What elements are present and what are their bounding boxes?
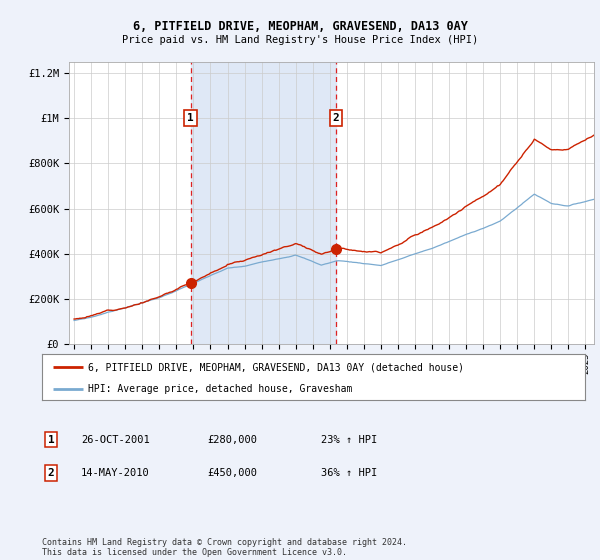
Text: 23% ↑ HPI: 23% ↑ HPI	[321, 435, 377, 445]
Bar	[191, 62, 336, 344]
Text: 6, PITFIELD DRIVE, MEOPHAM, GRAVESEND, DA13 0AY (detached house): 6, PITFIELD DRIVE, MEOPHAM, GRAVESEND, D…	[88, 362, 464, 372]
Text: 1: 1	[47, 435, 55, 445]
Text: £280,000: £280,000	[207, 435, 257, 445]
Text: 1: 1	[187, 113, 194, 123]
Text: 26-OCT-2001: 26-OCT-2001	[81, 435, 150, 445]
Text: 6, PITFIELD DRIVE, MEOPHAM, GRAVESEND, DA13 0AY: 6, PITFIELD DRIVE, MEOPHAM, GRAVESEND, D…	[133, 20, 467, 32]
Text: 36% ↑ HPI: 36% ↑ HPI	[321, 468, 377, 478]
Text: £450,000: £450,000	[207, 468, 257, 478]
Text: 2: 2	[333, 113, 340, 123]
Text: HPI: Average price, detached house, Gravesham: HPI: Average price, detached house, Grav…	[88, 384, 353, 394]
Text: Price paid vs. HM Land Registry's House Price Index (HPI): Price paid vs. HM Land Registry's House …	[122, 35, 478, 45]
Text: 2: 2	[47, 468, 55, 478]
Text: Contains HM Land Registry data © Crown copyright and database right 2024.
This d: Contains HM Land Registry data © Crown c…	[42, 538, 407, 557]
Text: 14-MAY-2010: 14-MAY-2010	[81, 468, 150, 478]
